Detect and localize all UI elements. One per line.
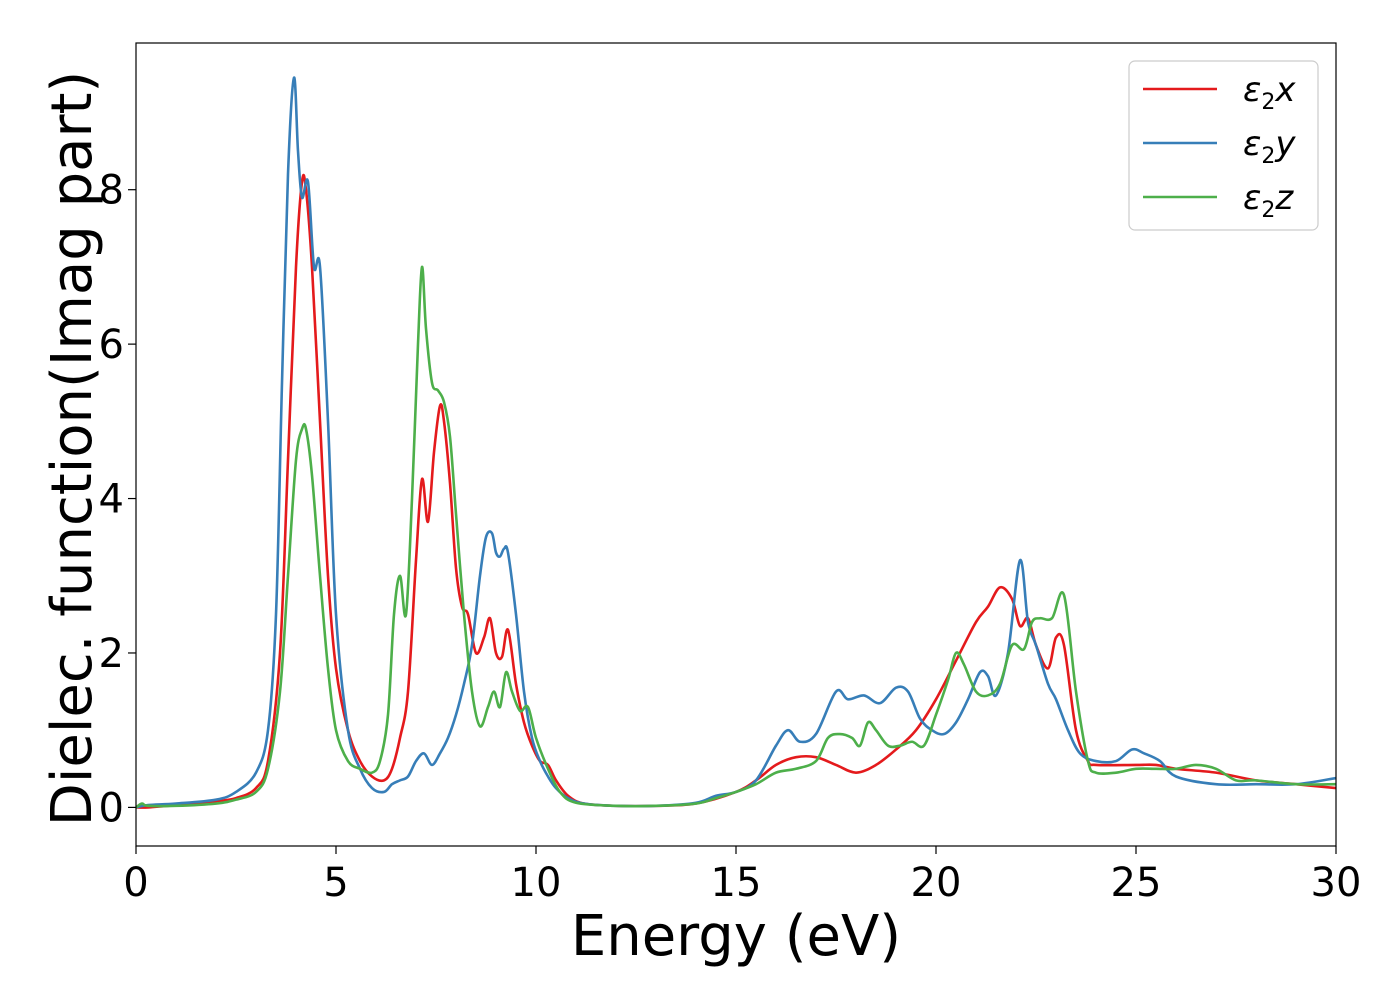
- y-axis-title: Dielec. function(Imag part): [40, 71, 105, 827]
- x-tick-label: 0: [123, 860, 148, 906]
- x-tick-label: 25: [1111, 860, 1162, 906]
- x-axis-title: Energy (eV): [571, 904, 901, 969]
- x-axis: 0 5 10 15 20 25 30: [123, 846, 1361, 906]
- x-tick-label: 30: [1311, 860, 1362, 906]
- x-tick-label: 15: [711, 860, 762, 906]
- x-tick-label: 20: [911, 860, 962, 906]
- x-tick-label: 5: [323, 860, 348, 906]
- x-tick-label: 10: [511, 860, 562, 906]
